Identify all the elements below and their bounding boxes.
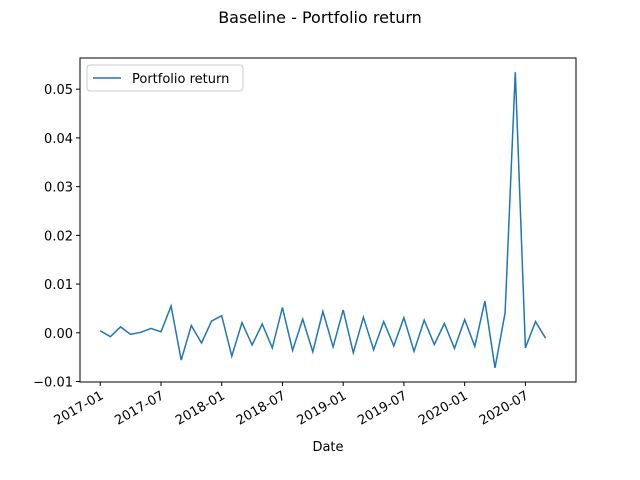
x-tick-label: 2020-07 [477,388,532,428]
legend-label: Portfolio return [132,72,229,87]
y-tick-label: 0.04 [44,132,73,147]
x-tick-label: 2018-01 [173,388,228,428]
x-tick-label: 2019-01 [295,388,350,428]
y-tick-label: 0.02 [44,229,73,244]
x-tick-label: 2018-07 [234,388,289,428]
plot-frame [79,57,577,383]
y-tick-label: −0.01 [33,376,73,391]
x-tick-label: 2017-01 [52,388,107,428]
x-axis-label: Date [312,440,343,455]
y-tick-label: 0.03 [44,181,73,196]
x-tick-label: 2017-07 [112,388,167,428]
chart-title: Baseline - Portfolio return [218,8,422,27]
y-tick-label: 0.01 [44,278,73,293]
x-tick-label: 2019-07 [355,388,410,428]
legend-box [86,64,244,92]
y-tick-label: 0.05 [44,83,73,98]
y-tick-label: 0.00 [44,327,73,342]
x-tick-label: 2020-01 [416,388,471,428]
data-line [99,72,547,369]
